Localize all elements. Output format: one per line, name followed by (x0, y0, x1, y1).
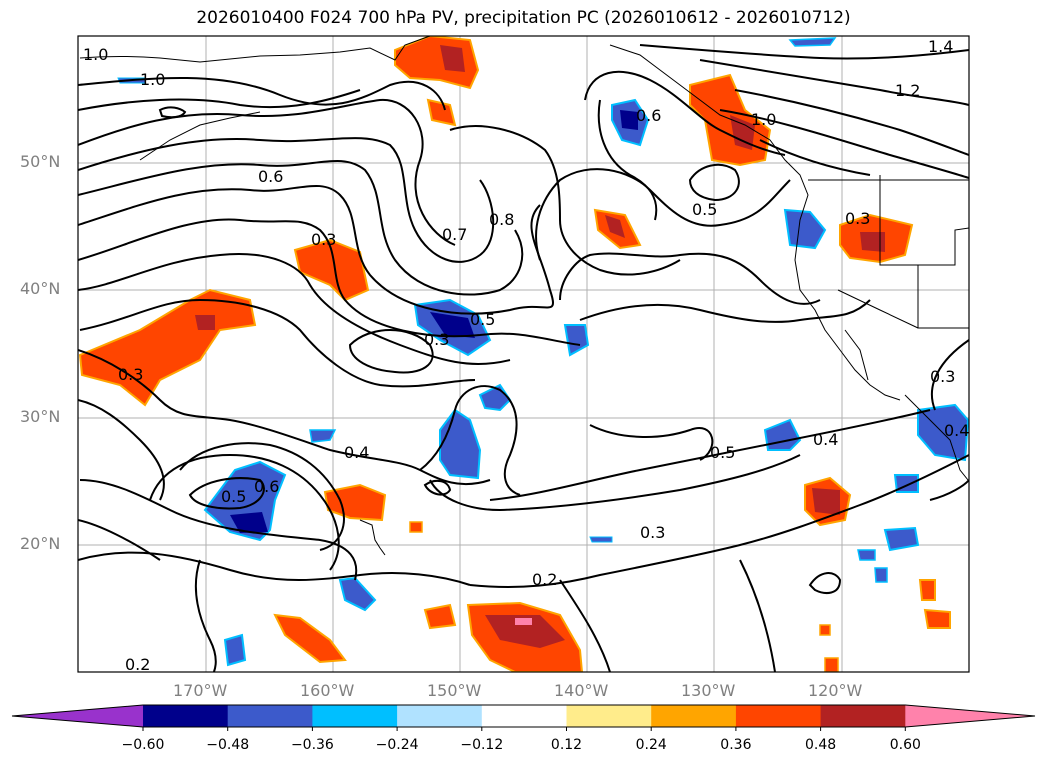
precip-blob (430, 312, 475, 338)
contour-label: 1.0 (751, 110, 776, 129)
lat-label: 40°N (20, 279, 61, 298)
contour-label: 0.5 (470, 310, 495, 329)
colorbar-tick-label: 0.24 (635, 737, 667, 753)
lat-label: 30°N (20, 407, 61, 426)
contour-label: 0.3 (311, 230, 336, 249)
precip-blob (857, 549, 876, 561)
contour-label: 0.8 (489, 210, 514, 229)
precip-blob (620, 110, 638, 130)
precip-blob (423, 603, 457, 630)
lon-label: 150°W (427, 681, 482, 700)
precip-blob (338, 576, 377, 612)
precip-blob (860, 232, 885, 252)
precip-blob (195, 315, 215, 330)
precip-blob (563, 324, 590, 357)
precip-blob (824, 657, 839, 672)
precip-blob (923, 608, 951, 629)
contour-label: 0.6 (636, 106, 661, 125)
precip-shading (78, 36, 969, 672)
precip-blob (874, 567, 888, 583)
contour-label: 1.4 (928, 37, 953, 56)
colorbar-tick-label: 0.48 (805, 737, 837, 753)
lat-label: 20°N (20, 534, 61, 553)
precip-blob (605, 215, 625, 238)
lon-label: 120°W (808, 681, 863, 700)
pv-contours (78, 44, 969, 672)
precip-blob (203, 460, 287, 542)
contour-label: 0.3 (640, 523, 665, 542)
precip-blob (883, 526, 920, 552)
contour-label: 0.3 (424, 330, 449, 349)
precip-blob (485, 615, 565, 648)
contour-label: 0.4 (344, 443, 369, 462)
precip-blob (812, 488, 840, 515)
precip-blob (788, 37, 837, 47)
colorbar-tick-label: −0.12 (460, 737, 504, 753)
colorbar-tick-label: −0.60 (121, 737, 165, 753)
contour-label: 0.6 (258, 167, 283, 186)
colorbar-tick-label: −0.36 (290, 737, 334, 753)
contour-label: 0.7 (442, 225, 467, 244)
precip-blob (230, 512, 268, 533)
precip-blob (440, 45, 465, 72)
precip-blob (515, 618, 532, 625)
precip-blob (309, 429, 337, 443)
precip-blob (589, 536, 613, 543)
contour-label: 1.0 (83, 45, 108, 64)
contour-label: 0.5 (221, 487, 246, 506)
precip-blob (819, 624, 831, 636)
colorbar-tick-label: 0.36 (720, 737, 752, 753)
contour-label-group: 1.0 1.0 0.6 0.3 0.3 0.7 0.8 0.6 0.5 0.5 … (83, 37, 969, 674)
lon-label: 160°W (300, 681, 355, 700)
precip-blob (273, 613, 347, 664)
contour-label: 0.2 (532, 570, 557, 589)
contour-label: 0.2 (125, 655, 150, 674)
precip-blob (409, 521, 423, 533)
colorbar-tick-label: −0.24 (375, 737, 419, 753)
contour-label: 0.4 (944, 421, 969, 440)
precip-blob (293, 238, 370, 302)
map-title: 2026010400 F024 700 hPa PV, precipitatio… (196, 8, 851, 28)
contour-label: 0.3 (118, 365, 143, 384)
contour-label: 0.4 (813, 430, 838, 449)
precip-blob (323, 483, 387, 522)
contour-label: 0.5 (710, 443, 735, 462)
contour-label: 0.3 (845, 209, 870, 228)
contour-label: 0.5 (692, 200, 717, 219)
precip-blob (783, 208, 827, 250)
precip-blob (223, 633, 247, 667)
contour-label: 0.3 (930, 367, 955, 386)
colorbar-tick-label: 0.60 (889, 737, 921, 753)
colorbar-tick-label: 0.12 (550, 737, 583, 753)
precip-blob (730, 115, 755, 150)
contour-label: 1.2 (895, 81, 920, 100)
lat-label: 50°N (20, 152, 61, 171)
colorbar-tick-label: −0.48 (206, 737, 250, 753)
contour-label: 0.6 (254, 477, 279, 496)
precip-blob (918, 579, 936, 601)
lon-label: 130°W (681, 681, 736, 700)
lon-label: 140°W (554, 681, 609, 700)
map-frame (77, 35, 970, 673)
contour-label: 1.0 (140, 70, 165, 89)
lon-label: 170°W (173, 681, 228, 700)
